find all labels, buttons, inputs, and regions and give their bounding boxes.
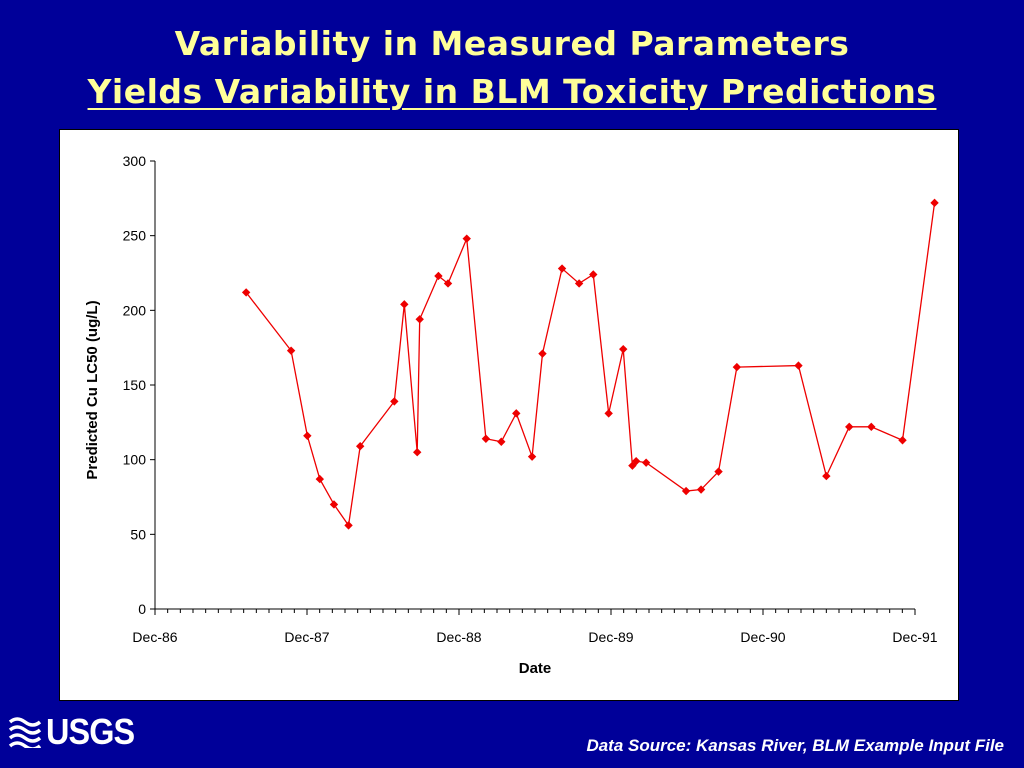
data-point [628, 461, 637, 470]
slide-title-line2: Yields Variability in BLM Toxicity Predi… [0, 72, 1024, 111]
x-tick-label: Dec-88 [436, 629, 481, 645]
data-point [714, 467, 723, 476]
data-point [732, 362, 742, 372]
y-tick-label: 250 [123, 228, 147, 244]
y-tick-label: 150 [123, 377, 147, 393]
data-point [538, 349, 547, 358]
slide-title-line2-text: Yields Variability in BLM Toxicity Predi… [87, 72, 937, 111]
data-point [527, 452, 537, 461]
x-tick-label: Dec-90 [740, 629, 785, 645]
chart-panel: 0 50 100 150 200 250 300 Dec-86 Dec-87 Dec-88 Dec-… [59, 129, 959, 701]
series-line [245, 202, 936, 528]
data-point [589, 270, 598, 279]
data-point [681, 486, 691, 496]
data-point [286, 346, 296, 355]
data-point [604, 409, 613, 418]
usgs-wave-icon [8, 717, 42, 748]
data-point [619, 344, 628, 354]
data-point [390, 397, 399, 406]
slide-title-line1: Variability in Measured Parameters [174, 24, 850, 63]
x-axis-title: Date [519, 660, 552, 677]
data-point [329, 500, 339, 509]
usgs-logo: USGS [8, 711, 144, 752]
y-tick-label: 300 [123, 153, 147, 169]
x-tick-label: Dec-89 [588, 629, 633, 645]
data-source-note: Data Source: Kansas River, BLM Example I… [586, 736, 1004, 755]
data-point [443, 279, 453, 288]
data-point [641, 458, 651, 467]
data-point [497, 437, 506, 446]
usgs-logo-text: USGS [46, 711, 135, 752]
x-tick-label: Dec-91 [892, 629, 937, 645]
chart-series [241, 198, 939, 530]
y-tick-label: 100 [123, 452, 147, 468]
data-point [898, 436, 907, 445]
data-point [462, 234, 471, 243]
data-point [413, 448, 422, 457]
y-tick-label: 50 [130, 526, 146, 542]
x-tick-label: Dec-87 [284, 629, 329, 645]
data-point [315, 474, 325, 484]
data-point [241, 288, 251, 297]
y-axis-title: Predicted Cu LC50 (ug/L) [84, 300, 101, 479]
data-point [696, 485, 706, 494]
data-point [574, 279, 584, 288]
data-point [845, 422, 854, 432]
data-point [822, 471, 831, 481]
data-point [867, 422, 876, 432]
data-point [794, 361, 803, 370]
x-tick-label: Dec-86 [132, 629, 177, 645]
data-point [481, 434, 491, 443]
data-point [344, 521, 353, 530]
data-point [355, 442, 365, 451]
y-tick-label: 200 [123, 302, 147, 318]
line-chart: 0 50 100 150 200 250 300 Dec-86 Dec-87 Dec-88 Dec-… [84, 153, 939, 677]
chart-axes: 0 50 100 150 200 250 300 Dec-86 Dec-87 Dec-88 Dec-… [84, 153, 938, 677]
y-tick-label: 0 [138, 601, 146, 617]
data-point [930, 198, 939, 208]
data-point [631, 456, 641, 466]
data-point [303, 431, 312, 440]
data-point [512, 409, 521, 418]
data-point [415, 315, 424, 324]
data-point [400, 300, 409, 309]
